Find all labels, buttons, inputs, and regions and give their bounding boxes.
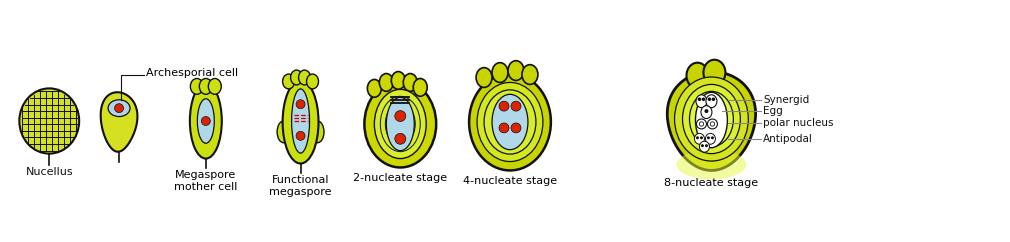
Ellipse shape	[292, 89, 309, 153]
Ellipse shape	[469, 74, 550, 170]
Ellipse shape	[190, 78, 203, 94]
Text: Antipodal: Antipodal	[764, 134, 813, 144]
Circle shape	[499, 101, 509, 111]
Text: Egg: Egg	[764, 106, 783, 116]
Ellipse shape	[701, 106, 712, 119]
Ellipse shape	[476, 68, 492, 87]
Ellipse shape	[283, 81, 318, 164]
Ellipse shape	[375, 89, 426, 159]
Circle shape	[697, 119, 706, 129]
Circle shape	[395, 111, 406, 121]
Circle shape	[712, 98, 715, 101]
Circle shape	[701, 144, 704, 147]
Ellipse shape	[380, 74, 393, 91]
Circle shape	[696, 136, 699, 139]
Circle shape	[711, 136, 714, 139]
Text: polar nucleus: polar nucleus	[764, 118, 834, 128]
Text: Archesporial cell: Archesporial cell	[146, 68, 238, 78]
Circle shape	[707, 119, 717, 129]
Circle shape	[201, 117, 210, 125]
Circle shape	[699, 122, 704, 126]
Ellipse shape	[484, 90, 536, 154]
Ellipse shape	[477, 83, 543, 161]
Circle shape	[296, 131, 305, 140]
Circle shape	[114, 104, 123, 113]
Text: Functional
megaspore: Functional megaspore	[270, 175, 332, 197]
Text: 4-nucleate stage: 4-nucleate stage	[463, 176, 558, 186]
Ellipse shape	[19, 88, 79, 154]
Ellipse shape	[283, 74, 295, 89]
Ellipse shape	[690, 91, 733, 147]
Circle shape	[296, 100, 305, 109]
Ellipse shape	[677, 150, 746, 179]
Circle shape	[511, 101, 521, 111]
Ellipse shape	[696, 95, 707, 108]
Ellipse shape	[365, 81, 436, 167]
Circle shape	[698, 98, 701, 101]
Circle shape	[700, 136, 703, 139]
Ellipse shape	[413, 78, 427, 96]
Text: Nucellus: Nucellus	[25, 167, 73, 177]
Circle shape	[511, 123, 521, 133]
Circle shape	[708, 98, 711, 101]
Text: 2-nucleate stage: 2-nucleate stage	[354, 173, 447, 183]
Circle shape	[707, 136, 710, 139]
Ellipse shape	[683, 84, 740, 154]
Polygon shape	[101, 92, 137, 152]
Ellipse shape	[492, 63, 508, 83]
Ellipse shape	[299, 70, 310, 85]
Circle shape	[710, 122, 715, 126]
Ellipse shape	[522, 65, 538, 84]
Ellipse shape	[696, 92, 727, 148]
Ellipse shape	[307, 74, 318, 89]
Circle shape	[702, 98, 705, 101]
Polygon shape	[668, 72, 755, 170]
Ellipse shape	[705, 133, 715, 144]
Ellipse shape	[675, 77, 748, 161]
Ellipse shape	[291, 70, 303, 85]
Ellipse shape	[706, 95, 717, 108]
Circle shape	[395, 133, 406, 144]
Ellipse shape	[190, 83, 222, 159]
Circle shape	[705, 144, 708, 147]
Ellipse shape	[197, 99, 214, 143]
Ellipse shape	[687, 63, 708, 88]
Text: Megaspore
mother cell: Megaspore mother cell	[174, 170, 237, 192]
Circle shape	[499, 123, 509, 133]
Ellipse shape	[508, 61, 524, 81]
Text: Synergid: Synergid	[764, 95, 810, 105]
Ellipse shape	[403, 74, 417, 91]
Ellipse shape	[208, 78, 221, 94]
Ellipse shape	[277, 121, 290, 143]
Ellipse shape	[391, 72, 405, 89]
Text: 8-nucleate stage: 8-nucleate stage	[665, 178, 759, 188]
Circle shape	[704, 109, 708, 113]
Ellipse shape	[199, 78, 212, 94]
Ellipse shape	[387, 97, 414, 151]
Ellipse shape	[700, 141, 709, 152]
Ellipse shape	[492, 94, 528, 150]
Ellipse shape	[703, 60, 725, 85]
Ellipse shape	[368, 79, 382, 97]
Ellipse shape	[695, 133, 704, 144]
Ellipse shape	[311, 121, 324, 143]
Ellipse shape	[108, 100, 130, 117]
